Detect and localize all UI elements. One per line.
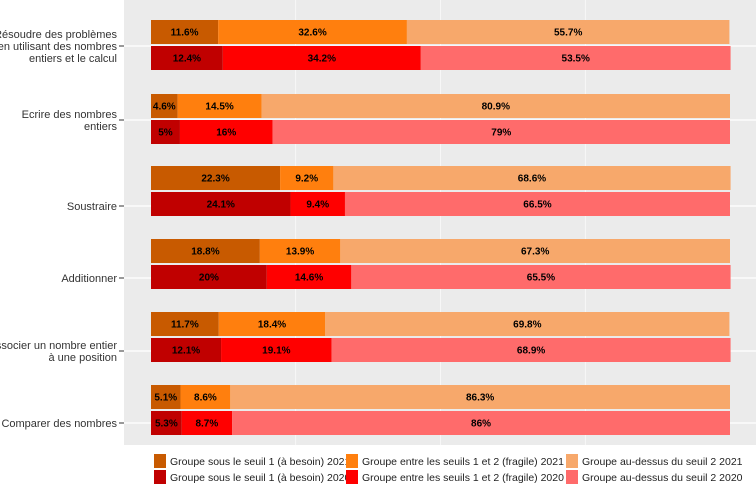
bar-segment [340,239,730,263]
category-label: Résoudre des problèmes en utilisant des n… [0,29,117,65]
data-label: 5.1% [154,393,177,404]
category-label: Associer un nombre entier à une position [0,340,117,364]
data-label: 9.2% [295,174,318,185]
bar-segment [232,411,730,435]
bar-segment [218,20,407,44]
legend-swatch [346,454,358,468]
legend-entry: Groupe au-dessus du seuil 2 2021 [582,456,743,468]
data-label: 22.3% [201,174,229,185]
legend-entry: Groupe entre les seuils 1 et 2 (fragile)… [362,456,564,468]
data-label: 32.6% [298,28,326,39]
bar-segment [230,385,730,409]
data-label: 5.3% [155,419,178,430]
data-label: 8.6% [194,393,217,404]
data-label: 14.6% [295,273,323,284]
legend-entry: Groupe sous le seuil 1 (à besoin) 2021 [170,456,351,468]
data-label: 16% [216,128,236,139]
data-label: 67.3% [521,247,549,258]
data-label: 11.6% [171,28,199,39]
data-label: 4.6% [153,102,176,113]
bar-segment [351,265,731,289]
legend: Groupe sous le seuil 1 (à besoin) 2021 Gr… [133,450,756,498]
data-label: 18.8% [191,247,219,258]
bar-segment [331,338,731,362]
bar-segment [151,338,222,362]
legend-swatch [566,470,578,484]
bar-segment [333,166,731,190]
bar-segment [151,120,180,144]
bar-segment [259,239,341,263]
legend-swatch [154,470,166,484]
data-label: 5% [158,128,173,139]
bar-segment [151,46,223,70]
bar-segment [151,312,219,336]
data-label: 14.5% [205,102,233,113]
bar-segment [222,46,421,70]
data-label: 11.7% [171,320,199,331]
category-label: Ecrire des nombres entiers [22,109,118,133]
bar-segment [151,192,291,216]
bar-segment [344,192,730,216]
bar-segment [420,46,731,70]
bar-segment [406,20,730,44]
bar-segment [218,312,326,336]
bar-segment [151,385,181,409]
data-label: 12.4% [173,54,201,65]
data-label: 86.3% [466,393,494,404]
data-label: 69.8% [513,320,541,331]
data-label: 8.7% [195,419,218,430]
data-label: 19.1% [262,346,290,357]
data-label: 55.7% [554,28,582,39]
bar-segment [221,338,332,362]
category-labels: Résoudre des problèmes en utilisant des n… [0,29,124,430]
data-label: 13.9% [286,247,314,258]
legend-entry: Groupe entre les seuils 1 et 2 (fragile)… [362,472,564,484]
data-label: 68.6% [518,174,546,185]
data-label: 24.1% [207,200,235,211]
data-label: 53.5% [562,54,590,65]
category-label: Additionner [61,273,117,285]
bar-segment [151,166,281,190]
data-label: 66.5% [523,200,551,211]
bar-segment [151,265,267,289]
bars-layer: 11.6% 32.6% 55.7% 12.4% 34.2% 53.5% 4.6% 14.5% 8… [151,20,731,435]
data-label: 12.1% [172,346,200,357]
category-label: Soustraire [67,201,117,213]
bar-segment [151,239,260,263]
bar-segment [151,94,178,118]
bar-segment [272,120,730,144]
bar-segment [180,385,231,409]
data-label: 80.9% [482,102,510,113]
bar-segment [177,94,262,118]
data-label: 86% [471,419,491,430]
data-label: 34.2% [308,54,336,65]
bar-segment [179,120,273,144]
category-label: Comparer des nombres [1,418,117,430]
data-label: 20% [199,273,219,284]
legend-entry: Groupe au-dessus du seuil 2 2020 [582,472,743,484]
bar-segment [151,411,182,435]
bar-segment [151,20,219,44]
bar-segment [325,312,730,336]
data-label: 68.9% [517,346,545,357]
legend-background [133,450,756,498]
bar-segment [261,94,730,118]
legend-swatch [566,454,578,468]
bar-segment [266,265,352,289]
bar-segment [290,192,345,216]
data-label: 79% [491,128,511,139]
bar-segment [181,411,233,435]
data-label: 18.4% [258,320,286,331]
data-label: 9.4% [306,200,329,211]
legend-swatch [346,470,358,484]
legend-entry: Groupe sous le seuil 1 (à besoin) 2020 [170,472,351,484]
bar-segment [280,166,334,190]
data-label: 65.5% [527,273,555,284]
legend-swatch [154,454,166,468]
plot-panel [124,0,756,445]
